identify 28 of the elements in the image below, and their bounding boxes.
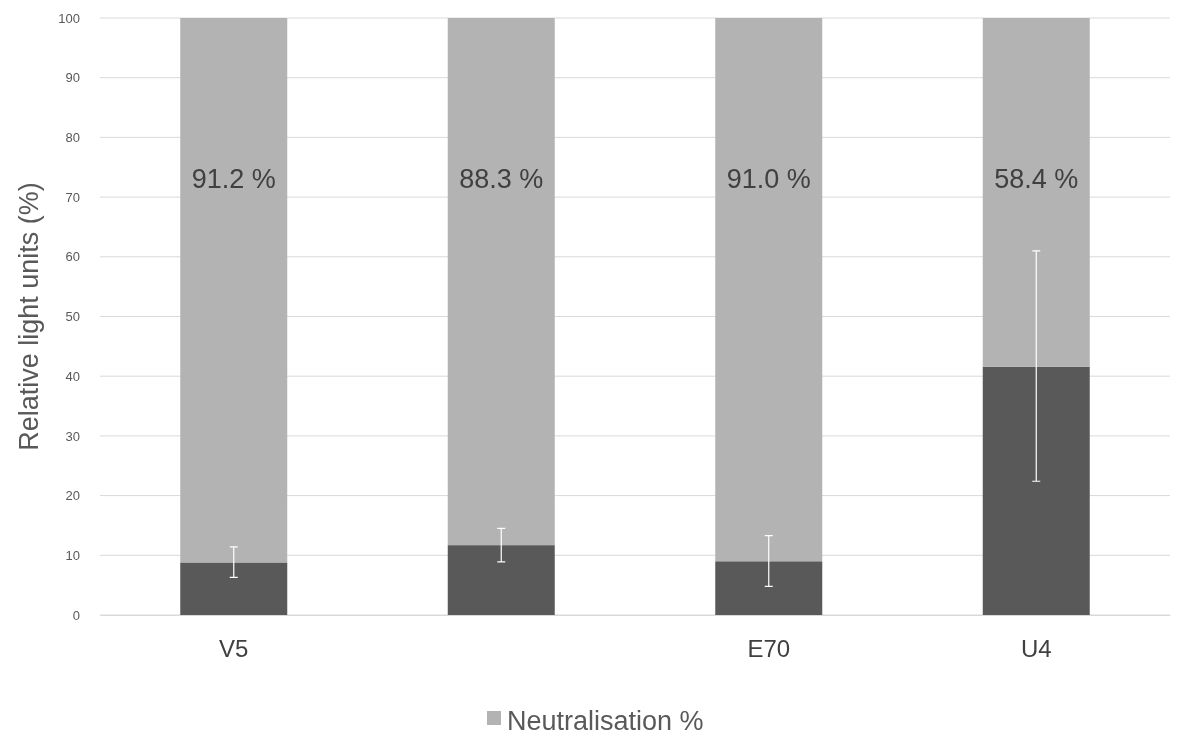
x-tick-label: U4 bbox=[1020, 635, 1052, 663]
data-label: 88.3 % bbox=[459, 164, 544, 194]
y-tick-label: 70 bbox=[65, 189, 80, 205]
y-tick-label: 30 bbox=[65, 428, 80, 444]
y-tick-label: 10 bbox=[65, 547, 80, 563]
legend-label: Neutralisation % bbox=[507, 706, 704, 736]
bar bbox=[447, 545, 555, 615]
y-tick-label: 40 bbox=[65, 368, 80, 384]
y-tick-label: 90 bbox=[65, 70, 80, 86]
bar bbox=[447, 18, 555, 546]
data-label: 58.4 % bbox=[994, 164, 1079, 194]
bar bbox=[982, 18, 1090, 367]
data-label: 91.2 % bbox=[191, 164, 276, 194]
y-tick-label: 50 bbox=[65, 309, 80, 325]
x-tick-label: E70 bbox=[747, 635, 791, 663]
x-tick-label: V5 bbox=[219, 635, 249, 663]
bar bbox=[715, 561, 823, 615]
y-tick-label: 60 bbox=[65, 249, 80, 265]
data-label: 91.0 % bbox=[726, 164, 811, 194]
y-tick-label: 0 bbox=[72, 607, 80, 623]
bar bbox=[180, 562, 288, 615]
y-tick-label: 100 bbox=[58, 10, 80, 26]
bar bbox=[715, 18, 823, 562]
y-tick-label: 20 bbox=[65, 488, 80, 504]
bar bbox=[180, 18, 288, 563]
bar bbox=[982, 366, 1090, 615]
y-tick-label: 80 bbox=[65, 130, 80, 146]
y-axis-title: Relative light units (%) bbox=[14, 182, 44, 451]
